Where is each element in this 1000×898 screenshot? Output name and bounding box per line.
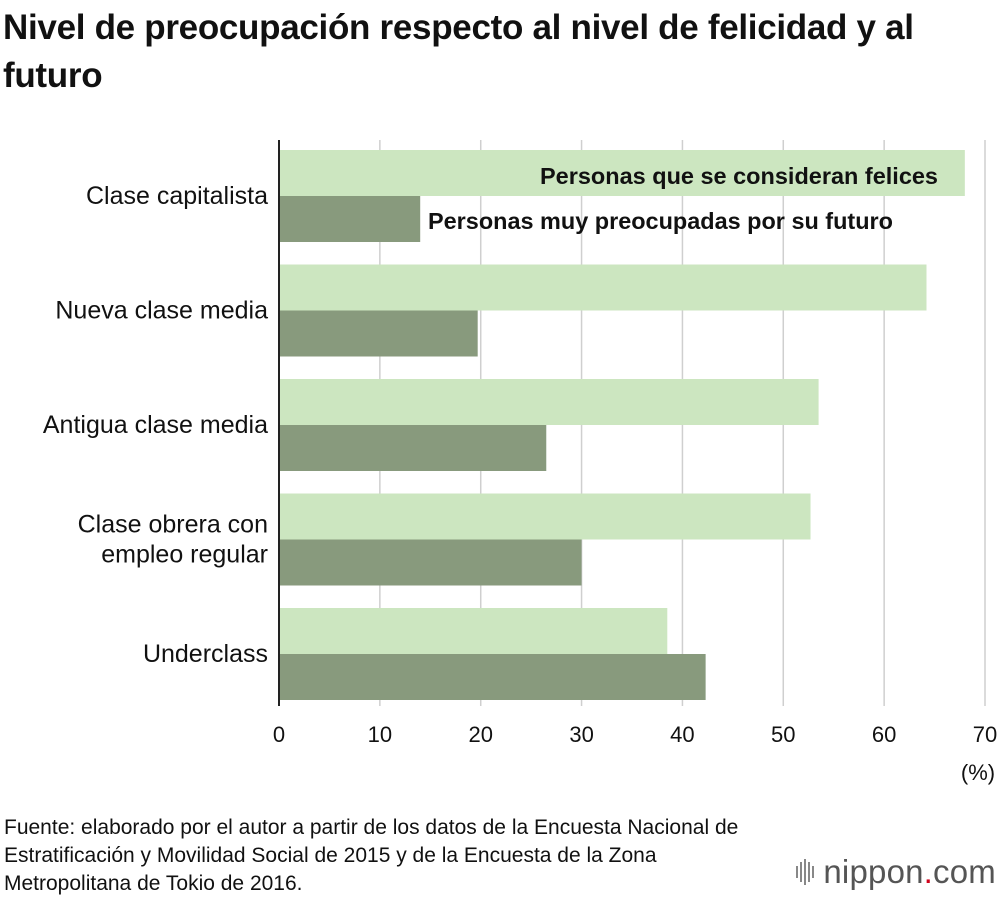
x-tick-label: 20 — [468, 722, 492, 747]
chart-title: Nivel de preocupación respecto al nivel … — [3, 8, 914, 95]
nippon-logo: nippon. com — [796, 852, 996, 892]
bar-preocupadas — [279, 425, 547, 471]
category-label: Clase capitalista — [86, 182, 268, 210]
source-note: Fuente: elaborado por el autor a partir … — [4, 816, 739, 895]
category-label: Clase obrera con — [78, 511, 268, 539]
x-tick-label: 0 — [273, 722, 285, 747]
bar-felices — [279, 608, 668, 654]
x-tick-label: 40 — [670, 722, 694, 747]
x-tick-label: 30 — [569, 722, 593, 747]
logo-name: nippon — [823, 853, 924, 890]
category-label: Antigua clase media — [43, 411, 268, 439]
logo-dot: . — [923, 853, 934, 890]
x-tick-label: 10 — [368, 722, 392, 747]
bar-chart: Clase capitalista Nueva clase media Antigu… — [43, 140, 997, 785]
x-tick-label: 60 — [872, 722, 896, 747]
legend-felices: Personas que se consideran felices — [540, 163, 938, 189]
bar-felices — [279, 264, 927, 311]
x-tick-label: 70 — [973, 722, 997, 747]
x-axis-unit: (%) — [961, 760, 995, 785]
bar-felices — [279, 150, 965, 196]
logo-tld: com — [933, 853, 996, 890]
bar-preocupadas — [279, 196, 421, 242]
category-label: Underclass — [143, 640, 268, 668]
bar-felices — [279, 493, 811, 540]
bar-preocupadas — [279, 539, 582, 586]
legend-preocupadas: Personas muy preocupadas por su futuro — [428, 208, 893, 234]
category-label: empleo regular — [101, 541, 268, 569]
bar-preocupadas — [279, 654, 706, 700]
category-label: Nueva clase media — [55, 297, 268, 325]
x-tick-label: 50 — [771, 722, 795, 747]
bar-felices — [279, 379, 819, 425]
logo-mark-icon — [796, 859, 815, 885]
bar-preocupadas — [279, 310, 478, 357]
